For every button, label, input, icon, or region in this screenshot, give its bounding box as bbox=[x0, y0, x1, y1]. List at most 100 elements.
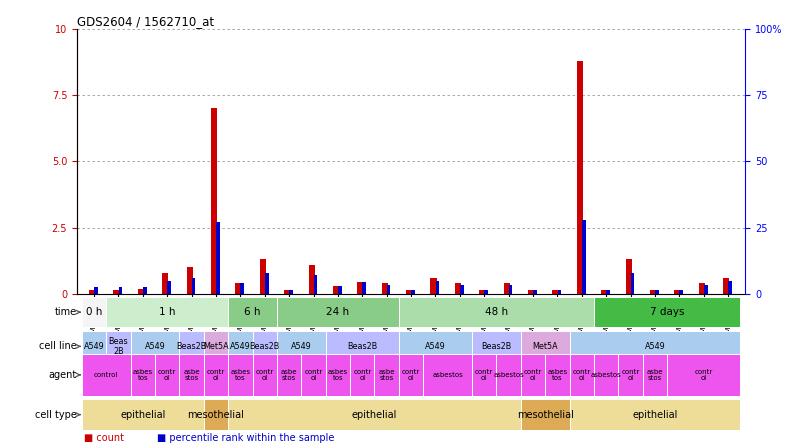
Text: Beas
2B: Beas 2B bbox=[109, 337, 128, 356]
Text: epithelial: epithelial bbox=[120, 410, 165, 420]
Text: contr
ol: contr ol bbox=[695, 369, 713, 381]
Bar bbox=[333, 286, 339, 294]
Bar bbox=[680, 290, 683, 294]
Text: Beas2B: Beas2B bbox=[347, 342, 377, 351]
Text: asbe
stos: asbe stos bbox=[646, 369, 663, 381]
Bar bbox=[82, 331, 106, 362]
Text: ■ percentile rank within the sample: ■ percentile rank within the sample bbox=[157, 433, 335, 443]
Text: epithelial: epithelial bbox=[352, 410, 397, 420]
Bar bbox=[155, 354, 179, 396]
Text: cell type: cell type bbox=[35, 410, 76, 420]
Bar bbox=[362, 282, 366, 294]
Bar bbox=[607, 290, 610, 294]
Bar bbox=[424, 354, 472, 396]
Text: contr
ol: contr ol bbox=[158, 369, 177, 381]
Text: contr
ol: contr ol bbox=[621, 369, 640, 381]
Bar bbox=[89, 290, 95, 294]
Bar bbox=[480, 290, 485, 294]
Bar bbox=[704, 285, 707, 294]
Bar bbox=[387, 285, 390, 294]
Bar bbox=[533, 290, 537, 294]
Bar bbox=[277, 354, 301, 396]
Text: control: control bbox=[94, 372, 118, 378]
Text: contr
ol: contr ol bbox=[475, 369, 493, 381]
Bar bbox=[625, 259, 632, 294]
Bar bbox=[130, 354, 155, 396]
Bar bbox=[411, 290, 415, 294]
Bar bbox=[253, 331, 277, 362]
Bar bbox=[179, 331, 204, 362]
Bar bbox=[309, 265, 314, 294]
Text: asbes
tos: asbes tos bbox=[230, 369, 250, 381]
Text: asbestos: asbestos bbox=[590, 372, 621, 378]
Text: 6 h: 6 h bbox=[245, 307, 261, 317]
Text: A549: A549 bbox=[425, 342, 446, 351]
Text: contr
ol: contr ol bbox=[256, 369, 274, 381]
Text: time: time bbox=[54, 307, 76, 317]
Text: 48 h: 48 h bbox=[485, 307, 508, 317]
Text: Beas2B: Beas2B bbox=[177, 342, 207, 351]
Bar bbox=[569, 399, 740, 430]
Bar bbox=[350, 354, 374, 396]
Bar bbox=[528, 290, 534, 294]
Text: Beas2B: Beas2B bbox=[249, 342, 280, 351]
Bar bbox=[326, 354, 350, 396]
Text: contr
ol: contr ol bbox=[207, 369, 225, 381]
Bar bbox=[228, 399, 521, 430]
Bar bbox=[228, 297, 277, 328]
Bar bbox=[301, 354, 326, 396]
Text: 1 h: 1 h bbox=[159, 307, 176, 317]
Bar bbox=[509, 285, 513, 294]
Text: asbe
stos: asbe stos bbox=[183, 369, 200, 381]
Bar bbox=[650, 290, 656, 294]
Bar bbox=[382, 283, 388, 294]
Text: asbe
stos: asbe stos bbox=[378, 369, 395, 381]
Bar bbox=[643, 354, 667, 396]
Bar bbox=[594, 297, 740, 328]
Text: asbestos: asbestos bbox=[433, 372, 463, 378]
Text: asbes
tos: asbes tos bbox=[548, 369, 568, 381]
Bar bbox=[216, 222, 220, 294]
Text: A549: A549 bbox=[145, 342, 165, 351]
Bar bbox=[655, 290, 659, 294]
Bar bbox=[265, 273, 269, 294]
Text: A549: A549 bbox=[291, 342, 312, 351]
Bar bbox=[211, 108, 217, 294]
Bar bbox=[618, 354, 643, 396]
Bar bbox=[723, 278, 729, 294]
Bar bbox=[204, 331, 228, 362]
Bar bbox=[277, 297, 399, 328]
Bar bbox=[484, 290, 488, 294]
Bar bbox=[162, 273, 168, 294]
Bar bbox=[436, 281, 439, 294]
Bar bbox=[313, 275, 318, 294]
Text: mesothelial: mesothelial bbox=[188, 410, 245, 420]
Bar bbox=[179, 354, 204, 396]
Text: ■ count: ■ count bbox=[83, 433, 124, 443]
Bar bbox=[631, 273, 634, 294]
Bar bbox=[521, 354, 545, 396]
Bar bbox=[594, 354, 618, 396]
Bar bbox=[253, 354, 277, 396]
Bar bbox=[699, 283, 705, 294]
Bar bbox=[569, 331, 740, 362]
Bar bbox=[289, 290, 293, 294]
Bar bbox=[460, 285, 463, 294]
Bar bbox=[82, 354, 130, 396]
Bar bbox=[277, 331, 326, 362]
Bar bbox=[228, 331, 253, 362]
Bar bbox=[82, 399, 204, 430]
Bar bbox=[130, 331, 179, 362]
Bar bbox=[204, 399, 228, 430]
Bar bbox=[106, 297, 228, 328]
Bar bbox=[338, 286, 342, 294]
Bar bbox=[497, 354, 521, 396]
Bar bbox=[399, 354, 424, 396]
Text: agent: agent bbox=[49, 370, 76, 380]
Bar bbox=[472, 331, 521, 362]
Bar bbox=[552, 290, 559, 294]
Text: asbestos: asbestos bbox=[493, 372, 524, 378]
Bar bbox=[143, 287, 147, 294]
Bar bbox=[236, 283, 241, 294]
Bar bbox=[82, 297, 106, 328]
